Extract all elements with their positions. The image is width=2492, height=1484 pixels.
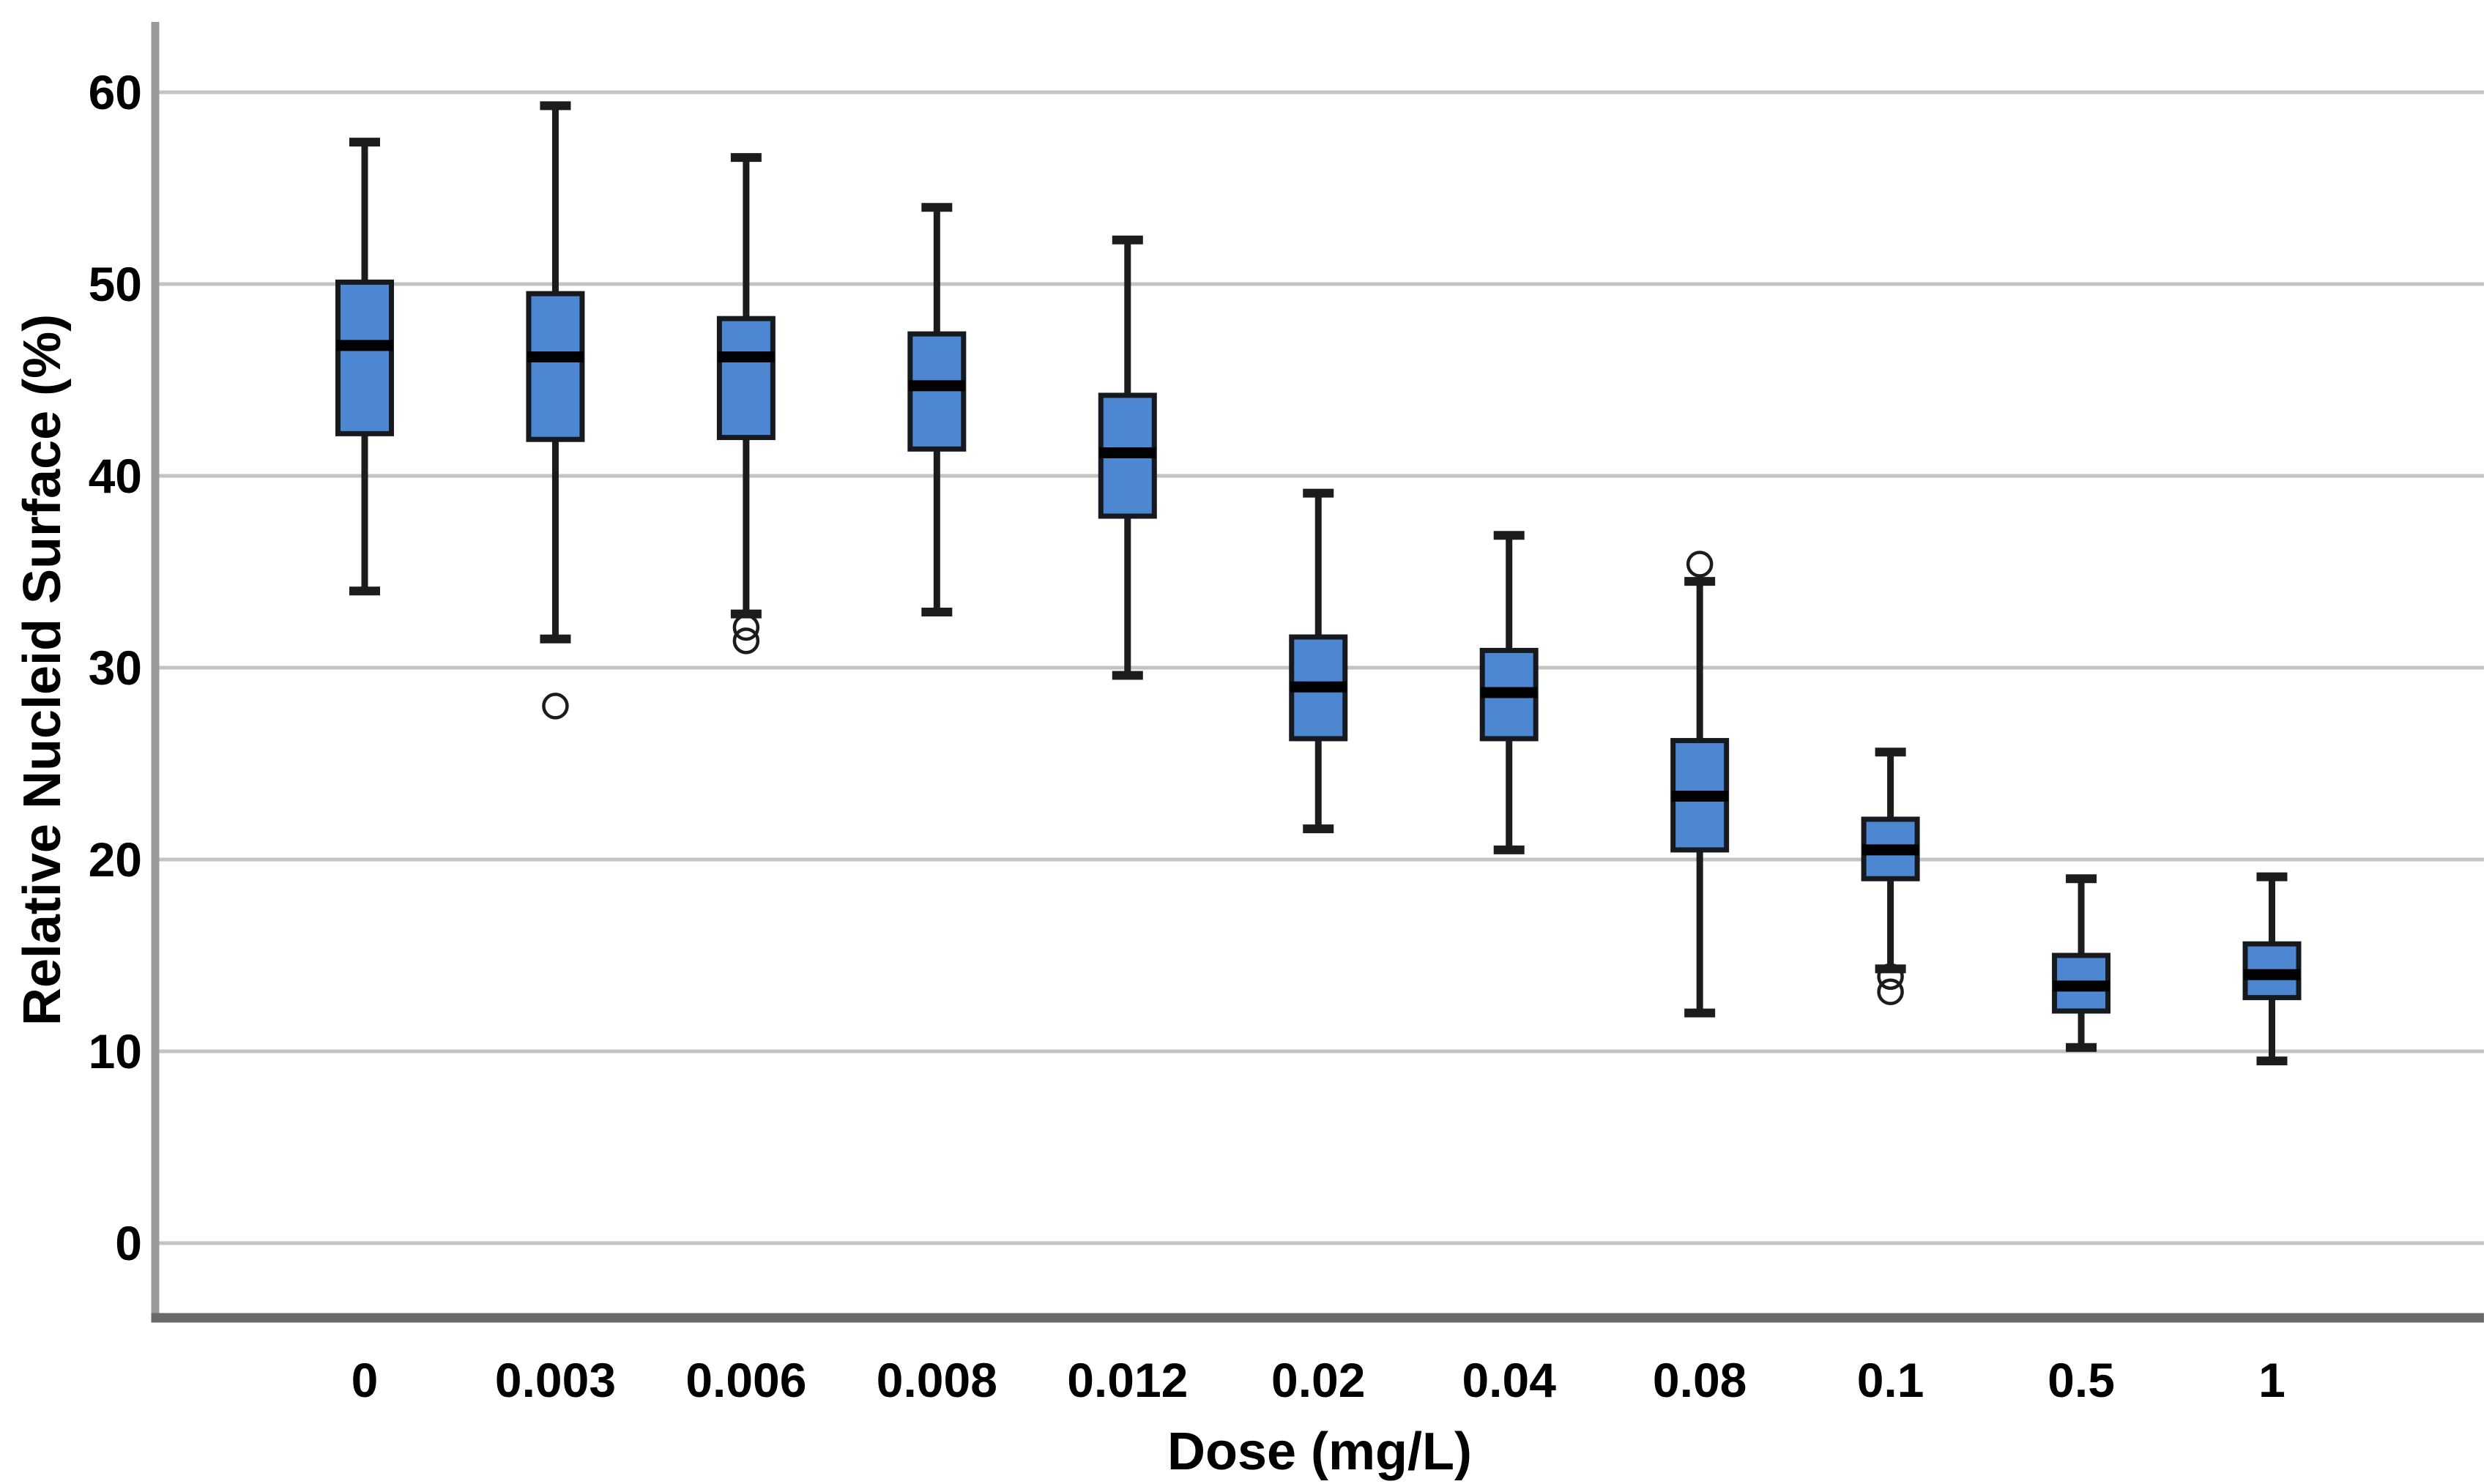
outlier-dose-0.003-0 <box>542 693 569 720</box>
x-tick-label-0.012: 0.012 <box>1067 1353 1188 1407</box>
y-tick-label-20: 20 <box>89 832 142 887</box>
x-tick-label-0.008: 0.008 <box>877 1353 997 1407</box>
x-tick-label-0.5: 0.5 <box>2047 1353 2115 1407</box>
outlier-dose-0.006-1 <box>732 627 760 655</box>
outlier-dose-0.006-0 <box>732 614 760 641</box>
x-tick-label-1: 1 <box>2258 1353 2285 1407</box>
y-tick-label-10: 10 <box>89 1024 142 1078</box>
x-tick-label-0.1: 0.1 <box>1857 1353 1924 1407</box>
y-axis-title: Relative Nucleid Surface (%) <box>13 313 72 1026</box>
y-tick-label-40: 40 <box>89 449 142 503</box>
x-tick-label-0.08: 0.08 <box>1653 1353 1747 1407</box>
box-dose-0.003 <box>526 291 585 442</box>
box-dose-0 <box>335 279 394 436</box>
y-tick-label-0: 0 <box>115 1216 142 1270</box>
x-tick-label-0.006: 0.006 <box>685 1353 806 1407</box>
outlier-dose-0.08-0 <box>1686 551 1714 578</box>
x-axis-title: Dose (mg/L) <box>1167 1423 1472 1481</box>
x-tick-label-0.02: 0.02 <box>1271 1353 1365 1407</box>
outlier-dose-0.1-1 <box>1877 978 1904 1006</box>
y-tick-label-50: 50 <box>89 257 142 311</box>
box-dose-0.006 <box>716 316 776 441</box>
x-tick-label-0.04: 0.04 <box>1462 1353 1556 1407</box>
y-tick-label-60: 60 <box>89 65 142 119</box>
x-tick-label-0.003: 0.003 <box>495 1353 616 1407</box>
y-tick-label-30: 30 <box>89 641 142 695</box>
box-dose-0.008 <box>907 331 967 452</box>
x-tick-label-0: 0 <box>352 1353 379 1407</box>
outlier-dose-0.1-0 <box>1877 963 1904 991</box>
